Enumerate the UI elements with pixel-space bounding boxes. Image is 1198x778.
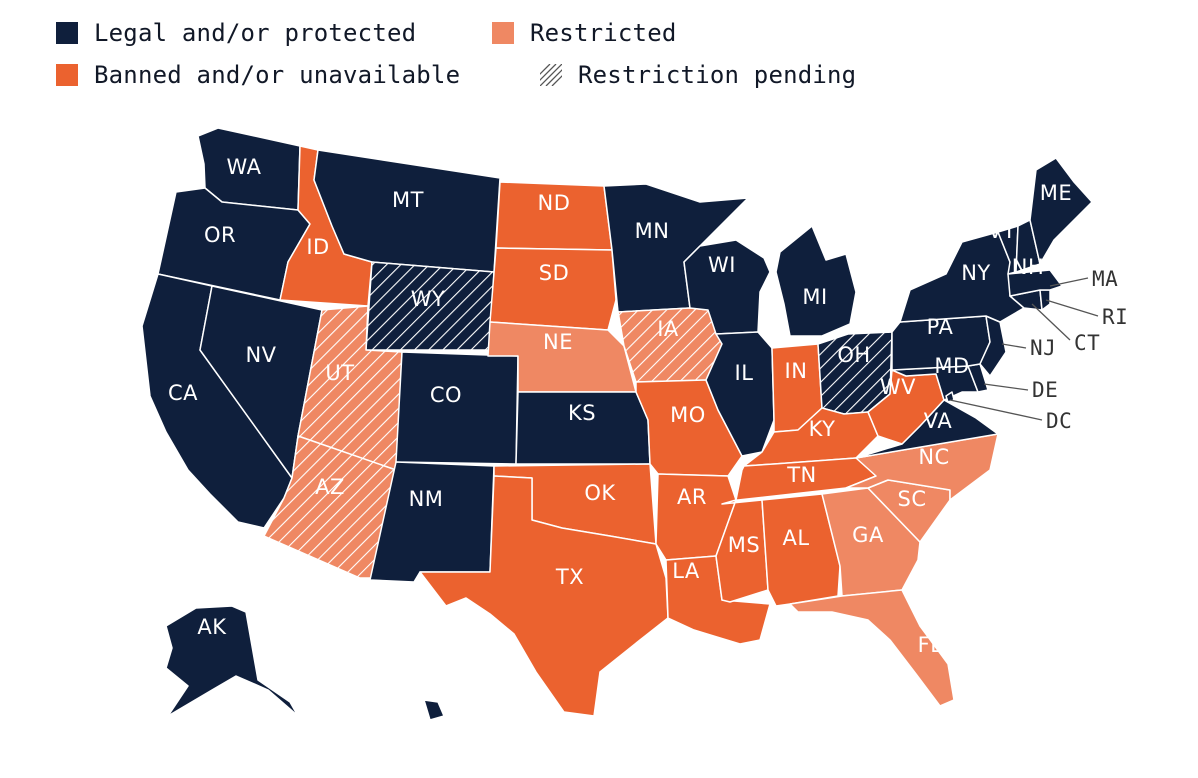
- callout-label-de: DE: [1032, 378, 1058, 402]
- state-label-ia: IA: [657, 317, 679, 341]
- state-label-sc: SC: [898, 487, 927, 511]
- callout-line-ct: [1031, 303, 1071, 341]
- state-fl: [789, 589, 955, 707]
- state-label-nv: NV: [245, 343, 276, 367]
- state-label-pa: PA: [927, 315, 954, 339]
- state-label-id: ID: [306, 235, 329, 259]
- legend-item-pending: Restriction pending: [540, 61, 856, 89]
- state-sd: [489, 247, 617, 331]
- callout-label-nj: NJ: [1030, 336, 1056, 360]
- state-label-ca: CA: [168, 381, 198, 405]
- state-label-nm: NM: [409, 487, 444, 511]
- callout-label-ct: CT: [1074, 331, 1100, 355]
- state-label-me: ME: [1040, 181, 1072, 205]
- state-label-va: VA: [924, 409, 953, 433]
- state-label-wy: WY: [411, 287, 446, 311]
- legend-label-restricted: Restricted: [530, 19, 677, 47]
- state-label-tn: TN: [786, 463, 817, 487]
- state-label-nd: ND: [538, 191, 571, 215]
- state-il: [705, 331, 775, 457]
- callout-line-nj: [1001, 343, 1027, 349]
- state-label-tx: TX: [555, 565, 584, 589]
- state-label-fl: FL: [918, 633, 943, 657]
- legend-swatch-legal: [56, 22, 78, 44]
- state-hi: [423, 699, 445, 721]
- legend-swatch-banned: [56, 64, 78, 86]
- state-ia: [615, 299, 723, 383]
- state-label-in: IN: [785, 359, 808, 383]
- state-ma: [1007, 269, 1063, 297]
- callout-label-ri: RI: [1102, 305, 1128, 329]
- state-label-ar: AR: [677, 485, 707, 509]
- state-label-ms: MS: [728, 533, 760, 557]
- legend-swatch-pending: [540, 64, 562, 86]
- legend: Legal and/or protected Restricted Banned…: [0, 0, 1198, 100]
- state-label-or: OR: [204, 223, 236, 247]
- state-nc: [845, 433, 999, 501]
- legend-item-legal: Legal and/or protected: [56, 19, 416, 47]
- state-label-md: MD: [934, 354, 969, 378]
- callout-line-ma: [1049, 277, 1089, 287]
- state-tx: [419, 475, 669, 717]
- state-label-mo: MO: [670, 403, 706, 427]
- legend-label-legal: Legal and/or protected: [94, 19, 417, 47]
- state-label-wv: WV: [880, 375, 916, 399]
- state-mi: [775, 225, 857, 337]
- state-vt: [997, 225, 1019, 275]
- callout-label-ma: MA: [1092, 267, 1118, 291]
- legend-label-banned: Banned and/or unavailable: [94, 61, 461, 89]
- callout-label-dc: DC: [1046, 409, 1072, 433]
- state-label-ga: GA: [852, 523, 884, 547]
- state-label-la: LA: [672, 559, 700, 583]
- state-label-ky: KY: [809, 417, 836, 441]
- state-me: [1029, 157, 1093, 265]
- state-label-ny: NY: [961, 261, 991, 285]
- state-label-sd: SD: [539, 261, 570, 285]
- state-label-ut: UT: [325, 361, 354, 385]
- state-dc: [945, 391, 955, 403]
- state-co: [395, 351, 519, 465]
- state-label-mt: MT: [392, 188, 424, 212]
- state-ri: [1039, 289, 1051, 311]
- state-label-co: CO: [430, 383, 462, 407]
- legend-swatch-restricted: [492, 22, 514, 44]
- state-label-ne: NE: [543, 330, 573, 354]
- callout-line-de: [983, 383, 1029, 391]
- legend-item-banned: Banned and/or unavailable: [56, 61, 460, 89]
- legend-label-pending: Restriction pending: [578, 61, 857, 89]
- state-ak: [165, 605, 299, 717]
- state-label-ks: KS: [568, 401, 596, 425]
- state-label-il: IL: [735, 361, 754, 385]
- state-label-ak: AK: [197, 615, 227, 639]
- callout-line-dc: [949, 399, 1043, 421]
- state-label-nh: NH: [1012, 255, 1045, 279]
- state-label-oh: OH: [837, 343, 870, 367]
- state-label-az: AZ: [315, 475, 345, 499]
- state-label-nc: NC: [918, 445, 949, 469]
- state-label-wi: WI: [708, 253, 736, 277]
- callout-line-ri: [1045, 299, 1099, 317]
- state-label-al: AL: [782, 526, 809, 550]
- state-label-mn: MN: [635, 219, 670, 243]
- state-label-vt: VT: [988, 219, 1016, 243]
- state-label-mi: MI: [802, 285, 827, 309]
- state-label-ok: OK: [584, 481, 616, 505]
- state-label-wa: WA: [227, 155, 262, 179]
- legend-item-restricted: Restricted: [492, 19, 677, 47]
